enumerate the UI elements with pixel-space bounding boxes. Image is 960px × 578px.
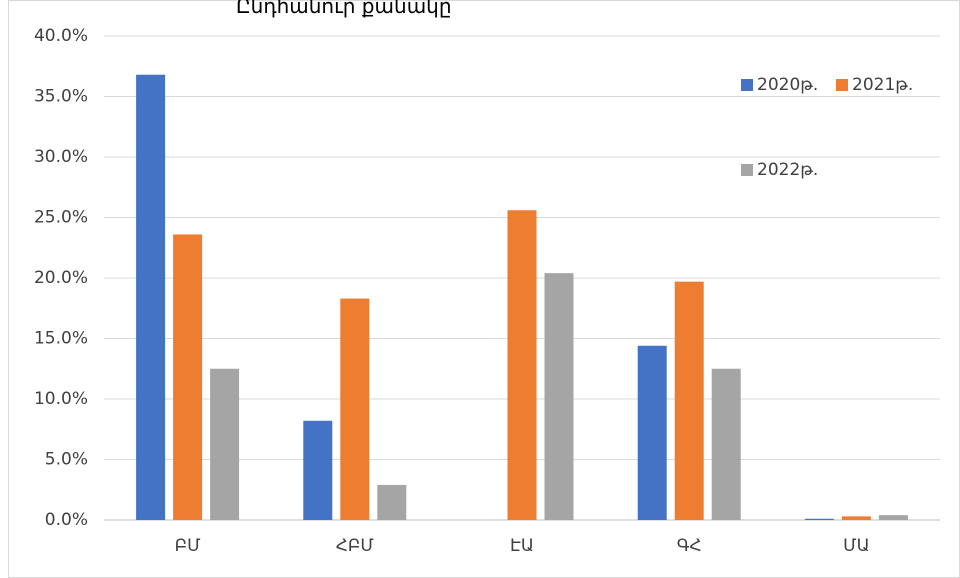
y-axis-ticks: 0.0% 5.0% 10.0% 15.0% 20.0% 25.0% 30.0% 35.0% 40… (34, 26, 88, 530)
bar-2-4 (674, 281, 704, 520)
legend-label-1: 2020թ. (757, 75, 818, 95)
y-tick-label: 30.0% (34, 147, 88, 167)
chart-title: Ընդհանուր քանակը (236, 0, 452, 18)
bar-3-2 (377, 484, 407, 520)
bar-1-2 (303, 420, 333, 520)
bar-2-1 (173, 234, 203, 520)
y-tick-label: 5.0% (45, 450, 88, 470)
bar-2-3 (507, 210, 537, 521)
bar-1-1 (136, 74, 166, 520)
y-tick-label: 35.0% (34, 87, 88, 107)
x-category-label: ԳՀ (677, 536, 702, 556)
bar-3-1 (210, 368, 240, 520)
bar-1-4 (637, 345, 667, 520)
x-category-label: ՀԲՄ (336, 536, 375, 556)
x-category-label: ԲՄ (175, 536, 201, 556)
legend-swatch-3 (741, 164, 753, 176)
x-axis-categories: ԲՄ ՀԲՄ ԷԱ ԳՀ ՄԱ (175, 536, 870, 556)
y-tick-label: 40.0% (34, 26, 88, 46)
x-category-label: ԷԱ (510, 536, 534, 556)
gridlines (104, 35, 940, 521)
y-tick-label: 20.0% (34, 268, 88, 288)
y-tick-label: 0.0% (45, 510, 88, 530)
legend-swatch-2 (836, 79, 848, 91)
y-tick-label: 10.0% (34, 389, 88, 409)
x-category-label: ՄԱ (843, 536, 869, 556)
bar-3-3 (544, 273, 574, 520)
legend-label-3: 2022թ. (757, 160, 818, 180)
y-tick-label: 25.0% (34, 208, 88, 228)
bar-1-5 (804, 518, 834, 520)
legend-swatch-1 (741, 79, 753, 91)
legend: 2020թ. 2021թ. 2022թ. (741, 75, 913, 180)
legend-label-2: 2021թ. (852, 75, 913, 95)
bar-3-4 (711, 368, 741, 520)
y-tick-label: 15.0% (34, 329, 88, 349)
bar-2-2 (340, 298, 370, 520)
bar-3-5 (878, 515, 908, 520)
bars (136, 74, 908, 521)
bar-2-5 (841, 516, 871, 520)
